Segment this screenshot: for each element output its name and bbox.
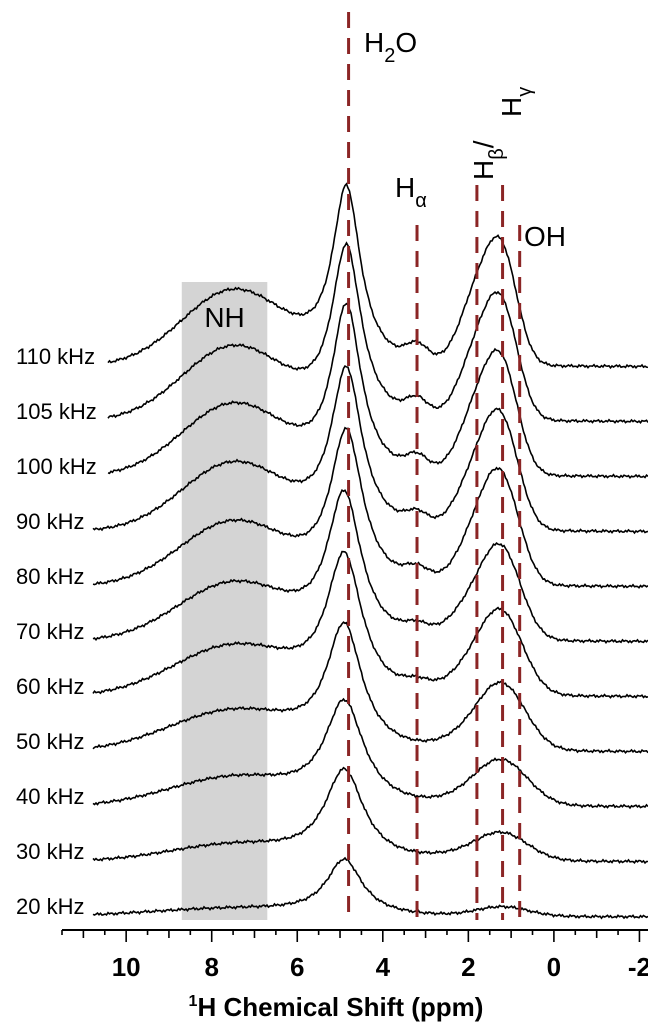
spectrum-trace [92, 365, 648, 535]
nh-shaded-region: NH [181, 282, 268, 920]
x-axis: 10 8 6 4 2 0 -2 [61, 929, 648, 982]
speed-label: 80 kHz [16, 564, 84, 589]
spectrum-trace [107, 302, 648, 480]
speed-label: 70 kHz [16, 619, 84, 644]
speed-label: 20 kHz [16, 894, 84, 919]
speed-label: 90 kHz [16, 509, 84, 534]
reference-lines [347, 12, 522, 920]
x-axis-title: 1H Chemical Shift (ppm) [189, 992, 484, 1022]
peak-label-h2o: H2O [364, 27, 417, 67]
spectra-traces: 20 kHz 30 kHz 40 kHz 50 kHz 60 kHz 70 kHz 80 k… [16, 182, 648, 920]
speed-label: 100 kHz [16, 454, 97, 479]
spectrum-trace [92, 550, 648, 699]
nh-region-shade [181, 282, 268, 920]
speed-label: 110 kHz [16, 344, 95, 369]
speed-label: 40 kHz [16, 784, 84, 809]
peak-label-ha: Hα [395, 172, 427, 212]
spectrum-trace [92, 697, 648, 810]
x-tick-label: 6 [290, 952, 304, 982]
spectrum-trace [107, 182, 648, 370]
peak-label-hbeta: Hβ/ [468, 140, 508, 180]
x-tick-label: 8 [204, 952, 218, 982]
spectrum-trace [92, 621, 648, 755]
x-tick-label: 2 [461, 952, 475, 982]
x-axis-title-superscript: 1 [189, 993, 198, 1010]
spectrum-trace [92, 766, 648, 865]
peak-labels: H2O Hα Hβ/Hγ OH [364, 27, 566, 252]
spectrum-trace [107, 241, 648, 424]
speed-label: 60 kHz [16, 674, 84, 699]
x-axis-title-main: H Chemical Shift (ppm) [197, 992, 483, 1022]
spectrum-trace [92, 488, 648, 644]
x-tick-label: 0 [547, 952, 561, 982]
x-tick-label: -2 [628, 952, 648, 982]
x-tick-label: 4 [376, 952, 391, 982]
x-tick-label: 10 [112, 952, 141, 982]
speed-label: 30 kHz [16, 839, 84, 864]
speed-label: 50 kHz [16, 729, 84, 754]
speed-label: 105 kHz [16, 399, 97, 424]
peak-label-oh: OH [524, 221, 566, 252]
nh-region-label: NH [204, 302, 244, 333]
spectrum-trace [92, 856, 648, 920]
peak-label-hgamma: Hγ [496, 87, 536, 117]
spectrum-trace [92, 426, 648, 589]
